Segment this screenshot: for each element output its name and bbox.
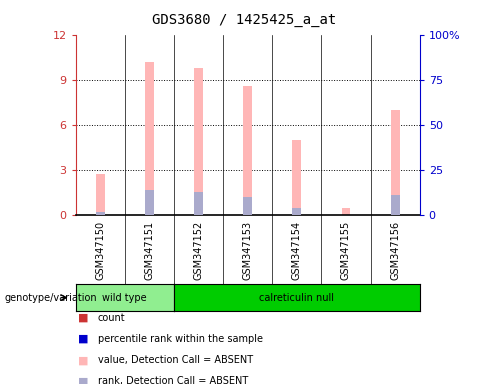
- Bar: [243, 86, 252, 215]
- Text: wild type: wild type: [102, 293, 147, 303]
- Bar: [292, 140, 301, 215]
- Text: ■: ■: [78, 334, 89, 344]
- Text: ■: ■: [78, 376, 89, 384]
- Bar: [391, 195, 400, 215]
- Text: calreticulin null: calreticulin null: [259, 293, 334, 303]
- Text: GSM347153: GSM347153: [243, 220, 253, 280]
- Bar: [96, 212, 104, 215]
- Text: GSM347154: GSM347154: [292, 220, 302, 280]
- Bar: [243, 197, 252, 215]
- Bar: [145, 62, 154, 215]
- Text: count: count: [98, 313, 125, 323]
- Bar: [292, 208, 301, 215]
- Text: GSM347155: GSM347155: [341, 220, 351, 280]
- Text: GSM347151: GSM347151: [144, 220, 154, 280]
- Text: percentile rank within the sample: percentile rank within the sample: [98, 334, 263, 344]
- Text: GSM347150: GSM347150: [95, 220, 105, 280]
- Bar: [342, 207, 350, 215]
- Bar: [194, 68, 203, 215]
- Text: genotype/variation: genotype/variation: [5, 293, 98, 303]
- Bar: [391, 110, 400, 215]
- Text: value, Detection Call = ABSENT: value, Detection Call = ABSENT: [98, 355, 253, 365]
- Bar: [145, 190, 154, 215]
- Text: GSM347156: GSM347156: [390, 220, 400, 280]
- Text: ■: ■: [78, 355, 89, 365]
- Text: ■: ■: [78, 313, 89, 323]
- Bar: [194, 192, 203, 215]
- Text: GDS3680 / 1425425_a_at: GDS3680 / 1425425_a_at: [152, 13, 336, 27]
- Text: rank, Detection Call = ABSENT: rank, Detection Call = ABSENT: [98, 376, 248, 384]
- Text: GSM347152: GSM347152: [194, 220, 203, 280]
- Bar: [96, 174, 104, 215]
